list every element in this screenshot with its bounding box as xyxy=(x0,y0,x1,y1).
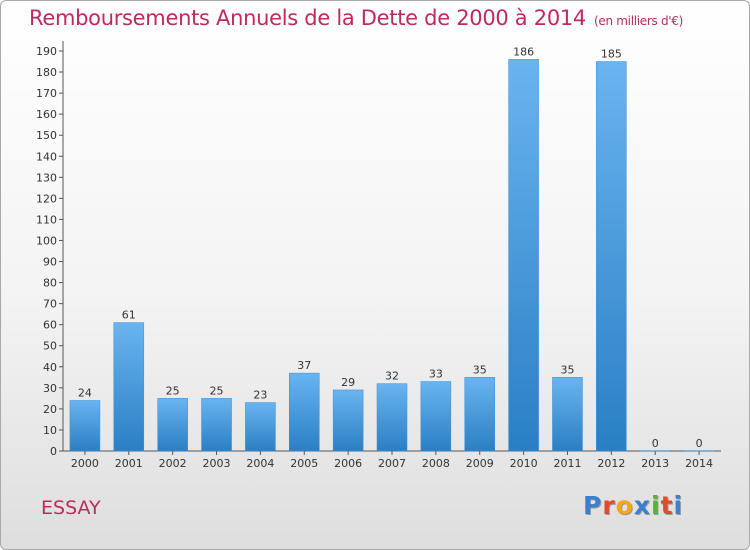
data-label-2006: 29 xyxy=(341,376,355,389)
y-tick-label: 180 xyxy=(36,66,57,79)
data-label-2008: 33 xyxy=(429,368,443,381)
x-tick-label-2004: 2004 xyxy=(246,457,274,470)
logo-letter: i xyxy=(673,491,684,520)
bar-2011 xyxy=(552,377,583,452)
data-label-2005: 37 xyxy=(297,359,311,372)
x-tick-label-2006: 2006 xyxy=(334,457,362,470)
data-label-2011: 35 xyxy=(560,363,574,376)
bar-2012 xyxy=(596,61,627,452)
y-tick-label: 130 xyxy=(36,171,57,184)
data-label-2002: 25 xyxy=(166,384,180,397)
x-tick-label-2000: 2000 xyxy=(71,457,99,470)
data-label-2014: 0 xyxy=(696,437,703,450)
y-tick-label: 60 xyxy=(43,319,57,332)
x-tick-label-2003: 2003 xyxy=(203,457,231,470)
x-tick-label-2010: 2010 xyxy=(510,457,538,470)
x-tick-label-2009: 2009 xyxy=(466,457,494,470)
y-tick-label: 80 xyxy=(43,277,57,290)
bar-2002 xyxy=(157,398,188,452)
bar-2008 xyxy=(420,381,452,452)
chart-title-text: Remboursements Annuels de la Dette de 20… xyxy=(29,6,586,30)
data-label-2004: 23 xyxy=(253,389,267,402)
data-label-2009: 35 xyxy=(473,363,487,376)
x-tick-label-2012: 2012 xyxy=(597,457,625,470)
bar-2005 xyxy=(289,372,320,452)
data-label-2010: 186 xyxy=(513,45,534,58)
y-tick-label: 110 xyxy=(36,213,57,226)
x-tick-label-2008: 2008 xyxy=(422,457,450,470)
logo-letter: x xyxy=(633,491,651,520)
y-tick-label: 90 xyxy=(43,256,57,269)
y-tick-label: 190 xyxy=(36,45,57,58)
y-tick-label: 160 xyxy=(36,108,57,121)
data-label-2003: 25 xyxy=(210,384,224,397)
y-tick-label: 120 xyxy=(36,192,57,205)
x-tick-label-2011: 2011 xyxy=(553,457,581,470)
x-tick-label-2014: 2014 xyxy=(685,457,713,470)
y-tick-label: 150 xyxy=(36,129,57,142)
x-tick-label-2007: 2007 xyxy=(378,457,406,470)
data-label-2001: 61 xyxy=(122,309,136,322)
logo-letter: r xyxy=(602,491,616,520)
commune-name: ESSAY xyxy=(41,497,101,519)
data-label-2000: 24 xyxy=(78,386,92,399)
data-label-2007: 32 xyxy=(385,370,399,383)
y-tick-label: 30 xyxy=(43,382,57,395)
x-tick-label-2001: 2001 xyxy=(115,457,143,470)
bar-2003 xyxy=(201,398,232,452)
y-tick-label: 40 xyxy=(43,361,57,374)
y-tick-label: 0 xyxy=(50,445,57,458)
y-tick-label: 170 xyxy=(36,87,57,100)
y-tick-label: 100 xyxy=(36,234,57,247)
data-label-2013: 0 xyxy=(652,437,659,450)
y-tick-label: 70 xyxy=(43,298,57,311)
chart-title: Remboursements Annuels de la Dette de 20… xyxy=(29,6,683,30)
chart-title-unit: (en milliers d'€) xyxy=(594,14,684,28)
bar-chart: 0 10 20 30 40 50 60 70 80 90 100 110 120 130 140 150 160… xyxy=(36,41,721,470)
y-tick-label: 140 xyxy=(36,150,57,163)
logo-letter: o xyxy=(615,491,634,520)
bar-2001 xyxy=(113,322,145,452)
logo-letter: P xyxy=(583,491,603,520)
x-tick-label-2013: 2013 xyxy=(641,457,669,470)
bar-2009 xyxy=(464,377,495,452)
y-tick-label: 20 xyxy=(43,403,57,416)
proxiti-logo[interactable]: Proxiti xyxy=(583,491,683,520)
bar-2004 xyxy=(245,402,276,452)
data-label-2012: 185 xyxy=(601,48,622,61)
y-tick-label: 50 xyxy=(43,340,57,353)
bar-2007 xyxy=(376,383,408,452)
bar-2000 xyxy=(69,400,101,452)
logo-letter: t xyxy=(660,491,674,520)
bar-2006 xyxy=(332,389,364,452)
y-tick-label: 10 xyxy=(43,424,57,437)
logo-letter: i xyxy=(651,491,661,520)
bar-2010 xyxy=(508,59,539,452)
x-tick-label-2002: 2002 xyxy=(159,457,187,470)
x-tick-label-2005: 2005 xyxy=(290,457,318,470)
